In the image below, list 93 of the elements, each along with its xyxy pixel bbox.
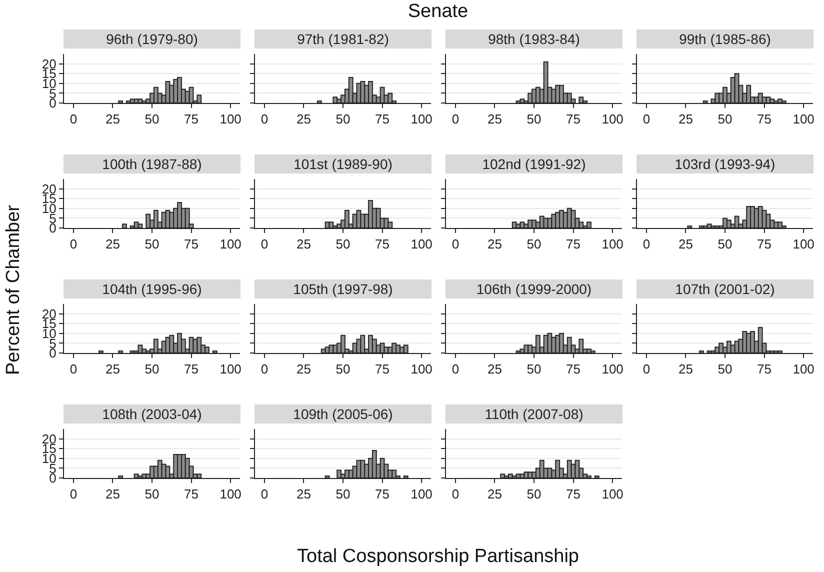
x-tick-label: 100 [792,362,814,377]
x-tick-label: 75 [375,486,390,502]
x-tick-label: 100 [410,362,432,377]
x-tick-label: 25 [105,486,120,502]
x-tick-label: 0 [452,486,460,502]
x-tick-label: 75 [184,112,199,127]
x-tick-label: 50 [144,362,160,377]
x-tick-label: 25 [296,236,311,252]
x-tick-label: 50 [526,362,542,377]
text: Percent of Chamber [3,204,25,376]
x-tick-label: 25 [296,362,311,377]
x-tick-label: 25 [487,362,502,377]
x-tick-label: 25 [678,112,693,127]
x-tick-label: 50 [526,112,542,127]
x-tick-label: 50 [144,486,160,502]
x-tick-label: 50 [718,362,732,377]
x-tick-label: 25 [678,362,693,377]
chart-title: 99th (1985-86) [679,31,771,47]
x-tick-label: 0 [452,112,460,127]
x-tick-label: 50 [336,112,350,127]
text: Senate [408,1,468,23]
x-tick-label: 0 [260,362,268,377]
text: Total Cosponsorship Partisanship [297,546,579,568]
chart-title: 100th (1987-88) [102,156,202,172]
x-tick-label: 75 [566,486,581,502]
x-tick-label: 0 [70,486,78,502]
chart-title: 104th (1995-96) [102,281,202,297]
chart-title: 105th (1997-98) [293,281,393,297]
x-tick-label: 50 [144,112,160,127]
x-tick-label: 100 [792,112,814,127]
x-tick-label: 75 [757,362,772,377]
x-tick-label: 100 [410,236,432,252]
x-tick-label: 50 [526,236,542,252]
x-tick-label: 75 [375,112,390,127]
x-tick-label: 75 [566,112,581,127]
chart-title: 102nd (1991-92) [482,156,586,172]
x-tick-label: 100 [220,362,242,377]
x-tick-label: 0 [642,362,650,377]
x-tick-label: 50 [336,236,350,252]
x-tick-label: 0 [260,236,268,252]
chart-title: 98th (1983-84) [488,31,580,47]
x-tick-label: 100 [220,112,242,127]
x-tick-label: 75 [184,486,199,502]
x-tick-label: 50 [526,486,542,502]
x-tick-label: 25 [296,486,311,502]
x-tick-label: 25 [296,112,311,127]
x-tick-label: 50 [718,112,732,127]
x-tick-label: 0 [70,362,78,377]
chart-title: 103rd (1993-94) [674,156,776,172]
x-tick-label: 100 [220,486,242,502]
x-tick-label: 25 [487,112,502,127]
x-tick-label: 25 [487,236,502,252]
x-tick-label: 0 [452,362,460,377]
chart-title: 101st (1989-90) [294,156,392,172]
x-tick-label: 100 [602,486,624,502]
x-tick-label: 0 [642,236,650,252]
chart-title: 108th (2003-04) [102,406,202,422]
x-tick-label: 100 [602,362,624,377]
x-tick-label: 0 [642,112,650,127]
x-tick-label: 100 [410,486,432,502]
x-tick-label: 100 [220,236,242,252]
x-tick-label: 100 [410,112,432,127]
x-tick-label: 50 [336,486,350,502]
x-tick-label: 100 [602,112,624,127]
chart-title: 97th (1981-82) [297,31,389,47]
x-tick-label: 50 [144,236,160,252]
chart-title: 96th (1979-80) [106,31,198,47]
x-tick-label: 0 [260,112,268,127]
x-tick-label: 25 [487,486,502,502]
x-tick-label: 0 [70,112,78,127]
x-tick-label: 75 [757,236,772,252]
chart-title: 109th (2005-06) [293,406,393,422]
chart-title: 110th (2007-08) [484,406,584,422]
x-tick-label: 75 [375,236,390,252]
x-tick-label: 100 [602,236,624,252]
x-tick-label: 0 [452,236,460,252]
x-tick-label: 0 [70,236,78,252]
x-tick-label: 100 [792,236,814,252]
x-tick-label: 25 [105,112,120,127]
x-tick-label: 0 [260,486,268,502]
x-tick-label: 25 [105,362,120,377]
x-tick-label: 75 [757,112,772,127]
x-tick-label: 75 [566,236,581,252]
x-tick-label: 75 [184,236,199,252]
chart-title: 107th (2001-02) [675,281,775,297]
x-tick-label: 75 [184,362,199,377]
x-tick-label: 75 [566,362,581,377]
x-tick-label: 75 [375,362,390,377]
x-tick-label: 25 [105,236,120,252]
x-tick-label: 50 [718,236,732,252]
x-tick-label: 50 [336,362,350,377]
chart-title: 106th (1999-2000) [476,281,592,297]
x-tick-label: 25 [678,236,693,252]
